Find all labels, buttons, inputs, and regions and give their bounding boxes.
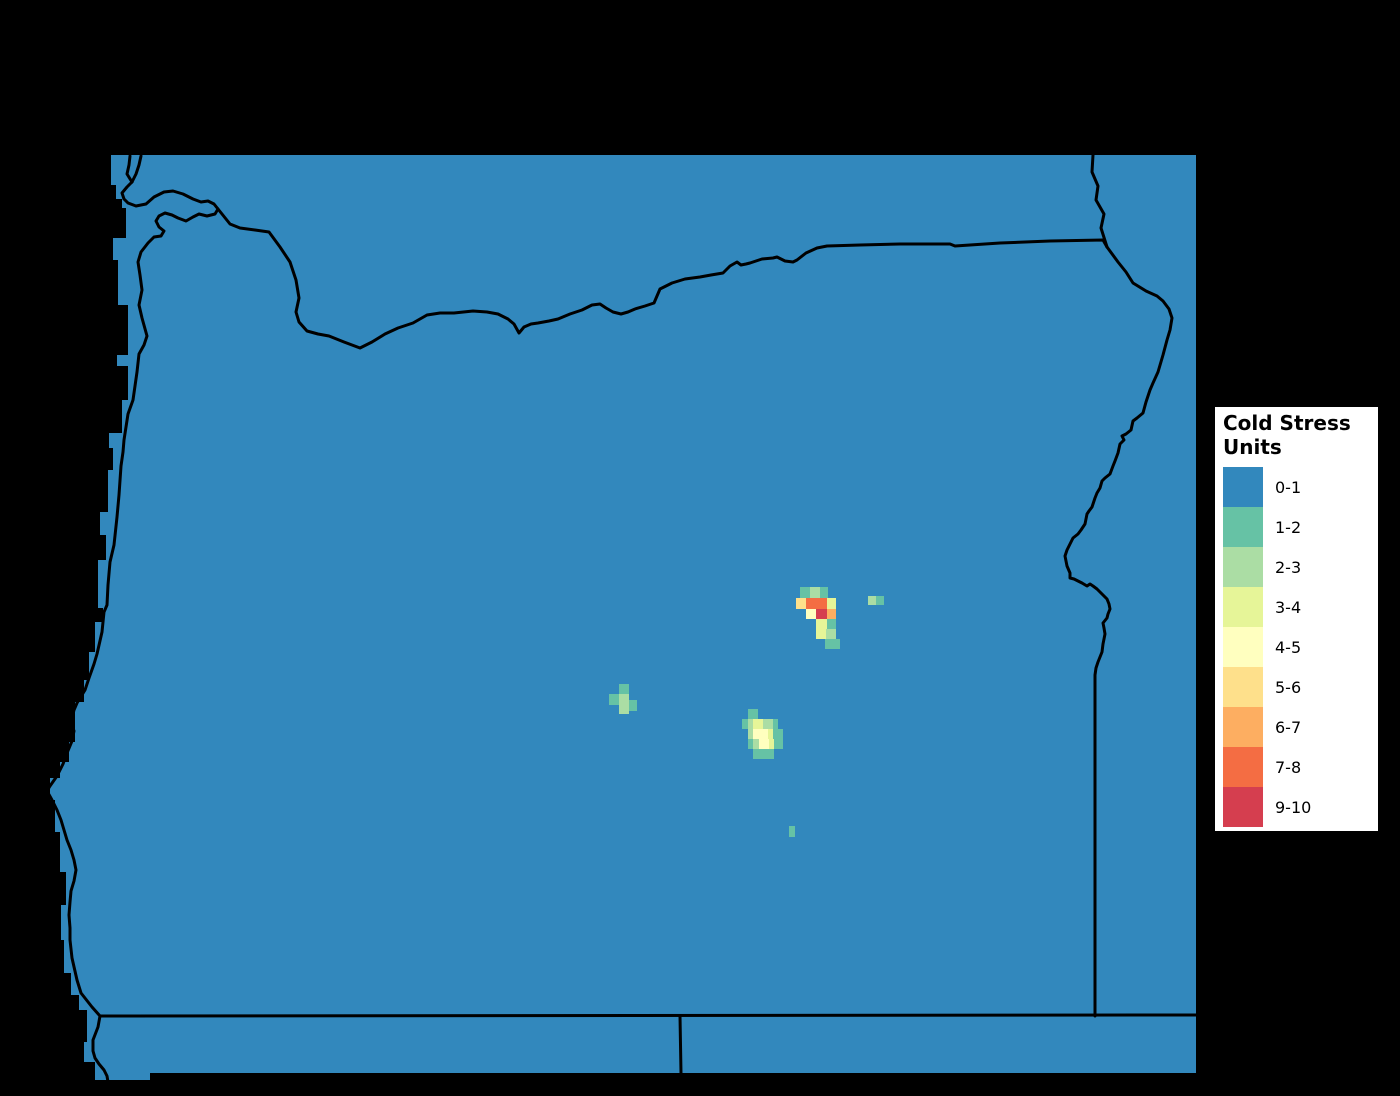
hotspot-cell (806, 598, 827, 609)
legend-row: 4-5 (1223, 627, 1378, 668)
legend-swatch (1223, 627, 1263, 668)
hotspot-cell (748, 709, 758, 719)
hotspot-cell (768, 729, 773, 739)
hotspot-cell (796, 598, 806, 609)
hotspot-cell (619, 684, 629, 694)
hotspot-cell (753, 719, 763, 729)
hotspot-cell (789, 826, 795, 837)
legend-swatch (1223, 547, 1263, 588)
hotspot-cell (827, 598, 836, 609)
legend-row: 6-7 (1223, 707, 1378, 748)
legend-swatch (1223, 707, 1263, 748)
hotspot-cell (753, 749, 774, 759)
hotspot-cell (816, 609, 827, 619)
columbia-channel-east-border (130, 154, 143, 184)
oregon-california-nevada-border (98, 1013, 1198, 1018)
washington-idaho-border (1090, 153, 1109, 249)
hotspot-cell (619, 705, 629, 714)
hotspot-cell (629, 700, 637, 711)
hotspot-cell (810, 587, 820, 598)
legend: Cold Stress Units 0-1 1-2 2-3 3-4 4-5 5-6 6-7 7… (1215, 407, 1378, 832)
legend-swatch (1223, 747, 1263, 788)
hotspot-cell (816, 629, 826, 639)
legend-rows: 0-1 1-2 2-3 3-4 4-5 5-6 6-7 7-8 9-10 (1223, 467, 1378, 828)
hotspot-cell (816, 619, 827, 629)
hotspot-cell (748, 729, 753, 739)
legend-row: 3-4 (1223, 587, 1378, 628)
legend-label: 9-10 (1275, 797, 1312, 817)
hotspot-cell (806, 609, 816, 619)
hotspot-cell (763, 719, 773, 729)
legend-label: 0-1 (1275, 477, 1302, 497)
hotspot-cell (827, 619, 836, 629)
legend-label: 4-5 (1275, 637, 1302, 657)
legend-row: 5-6 (1223, 667, 1378, 708)
hotspot-cell (759, 739, 769, 749)
pacific-coastline-border (45, 180, 220, 1084)
legend-swatch (1223, 667, 1263, 708)
hotspot-cell (748, 739, 753, 749)
hotspot-cell (868, 596, 876, 605)
hotspot-cell (827, 609, 836, 619)
legend-row: 9-10 (1223, 787, 1378, 828)
hotspot-cell (748, 719, 753, 729)
legend-label: 6-7 (1275, 717, 1302, 737)
legend-label: 5-6 (1275, 677, 1302, 697)
hotspot-cell (609, 694, 619, 705)
land-raster (50, 155, 1196, 1080)
hotspot-cell (753, 739, 759, 749)
hotspot-cells-layer (609, 587, 884, 837)
legend-swatch (1223, 787, 1263, 828)
hotspot-cell (769, 739, 774, 749)
hotspot-cell (773, 719, 778, 729)
hotspot-cell (826, 629, 836, 639)
legend-label: 3-4 (1275, 597, 1302, 617)
legend-row: 2-3 (1223, 547, 1378, 588)
legend-row: 7-8 (1223, 747, 1378, 788)
legend-swatch (1223, 587, 1263, 628)
hotspot-cell (825, 639, 840, 649)
hotspot-cell (742, 719, 748, 729)
legend-label: 2-3 (1275, 557, 1302, 577)
legend-swatch (1223, 467, 1263, 508)
columbia-channel-west-border (125, 154, 134, 184)
legend-row: 1-2 (1223, 507, 1378, 548)
hotspot-cell (876, 596, 884, 605)
legend-label: 7-8 (1275, 757, 1302, 777)
hotspot-cell (773, 729, 783, 739)
legend-title: Cold Stress Units (1223, 411, 1351, 459)
legend-swatch (1223, 507, 1263, 548)
legend-label: 1-2 (1275, 517, 1302, 537)
hotspot-cell (774, 739, 783, 749)
hotspot-cell (800, 587, 810, 598)
hotspot-cell (753, 729, 768, 739)
oregon-washington-border (216, 207, 1109, 350)
hotspot-cell (820, 587, 828, 598)
hotspot-cell (619, 694, 629, 705)
california-nevada-border (678, 1014, 683, 1075)
legend-row: 0-1 (1223, 467, 1378, 508)
oregon-idaho-snake-river-border (1063, 245, 1174, 1018)
